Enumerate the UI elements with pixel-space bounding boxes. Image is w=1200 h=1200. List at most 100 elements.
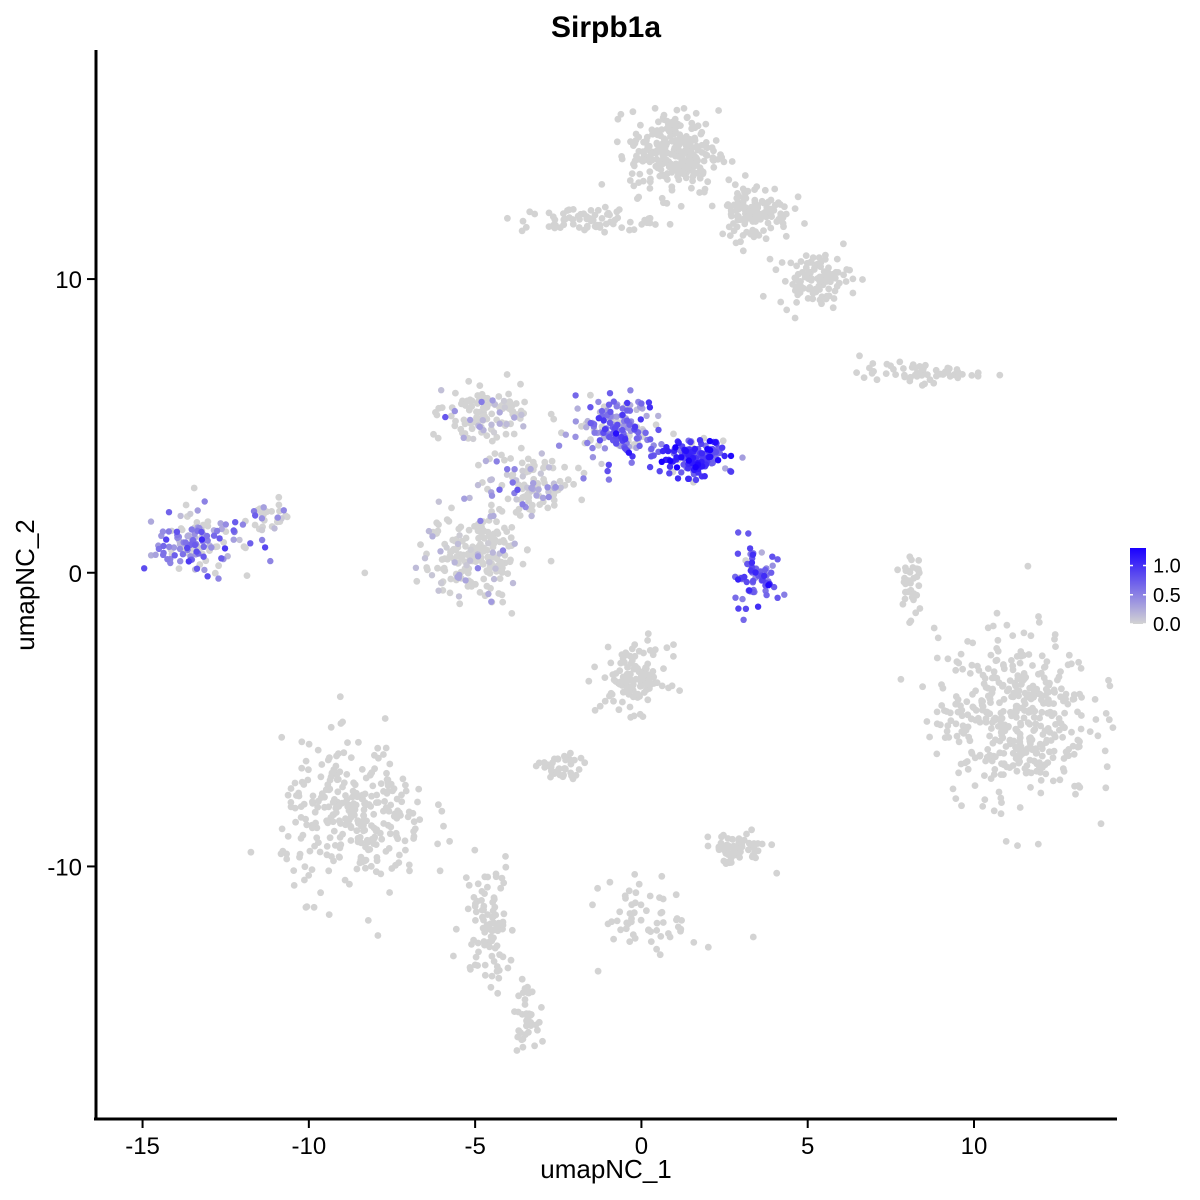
cell-point [822,295,830,303]
cell-point [438,387,445,394]
cell-point [1017,721,1025,729]
cell-point [653,945,660,953]
cell-point [188,526,195,533]
cell-point [506,558,514,566]
cell-point [1075,737,1083,745]
cell-point [918,381,926,389]
cell-point [628,170,636,178]
cell-point [606,433,613,441]
cell-point [509,579,517,587]
cell-point [866,364,873,372]
cell-point [1051,635,1058,643]
cell-point [1038,652,1046,660]
cell-point [632,889,640,897]
cell-point [1003,687,1011,695]
color-legend-bar [1130,548,1146,624]
cell-point [452,389,459,397]
cell-point [1050,700,1057,707]
cell-point [587,207,595,214]
cell-point [823,278,830,285]
cell-point [767,205,775,213]
cell-point [643,219,651,227]
cell-point [1020,629,1028,637]
cell-point [484,883,491,891]
cell-point [302,903,310,911]
cell-point [587,404,594,411]
cell-point [550,221,557,229]
cell-point [820,268,828,275]
cell-point [1092,716,1100,723]
cell-point [596,437,604,444]
cell-point [501,456,508,464]
cell-point [490,895,498,903]
cell-point [698,450,706,457]
cell-point [355,738,362,746]
cell-point [683,113,691,121]
cell-point [525,1028,532,1036]
cell-point [340,749,348,757]
cell-point [317,889,324,897]
cell-point [986,751,994,759]
cell-point [488,421,495,428]
cell-point [489,549,496,556]
cell-point [933,750,941,758]
cell-point [346,880,353,888]
cell-point [842,278,850,285]
cell-point [1060,768,1068,775]
cell-point [825,285,833,293]
cell-point [618,224,626,232]
cell-point [480,575,488,583]
cell-point [372,827,380,835]
cell-point [613,138,621,146]
cell-point [501,524,508,532]
cell-point [631,641,639,649]
cell-point [1020,651,1027,659]
cell-point [645,676,653,684]
cell-point [778,259,786,266]
cell-point [360,812,368,820]
cell-point [591,663,598,671]
cell-point [605,401,613,408]
cell-point [510,430,518,438]
cell-point [688,119,696,127]
cell-point [301,876,308,884]
cell-point [1056,776,1064,784]
cell-point [966,670,974,677]
cell-point [468,425,476,433]
cell-point [990,668,998,676]
cell-point [193,519,201,526]
cell-point [496,404,503,411]
cell-point [712,449,720,456]
cell-point [604,467,611,475]
cell-point [645,399,653,406]
cell-point [374,932,382,939]
cell-point [892,371,899,378]
x-tick-label: -5 [464,1133,485,1160]
cell-point [461,420,469,428]
cell-point [735,212,742,220]
cell-point [584,439,591,447]
cell-point [1074,743,1082,751]
cell-point [955,769,962,777]
cell-point [632,130,640,138]
cell-point [774,594,781,601]
cell-point [576,215,583,223]
cell-point [759,292,767,300]
cell-point [758,549,765,556]
cell-point [496,409,503,416]
cell-point [507,956,515,964]
cell-point [797,258,805,265]
cell-point [1109,724,1117,731]
cell-point [435,498,442,505]
cell-point [402,846,409,854]
cell-point [176,545,184,553]
cell-point [745,846,752,854]
cell-point [782,232,790,240]
cell-point [664,447,672,455]
cell-point [651,646,659,654]
cell-point [660,199,667,207]
cell-point [399,775,407,783]
cell-point [518,411,525,418]
cell-point [791,314,799,322]
